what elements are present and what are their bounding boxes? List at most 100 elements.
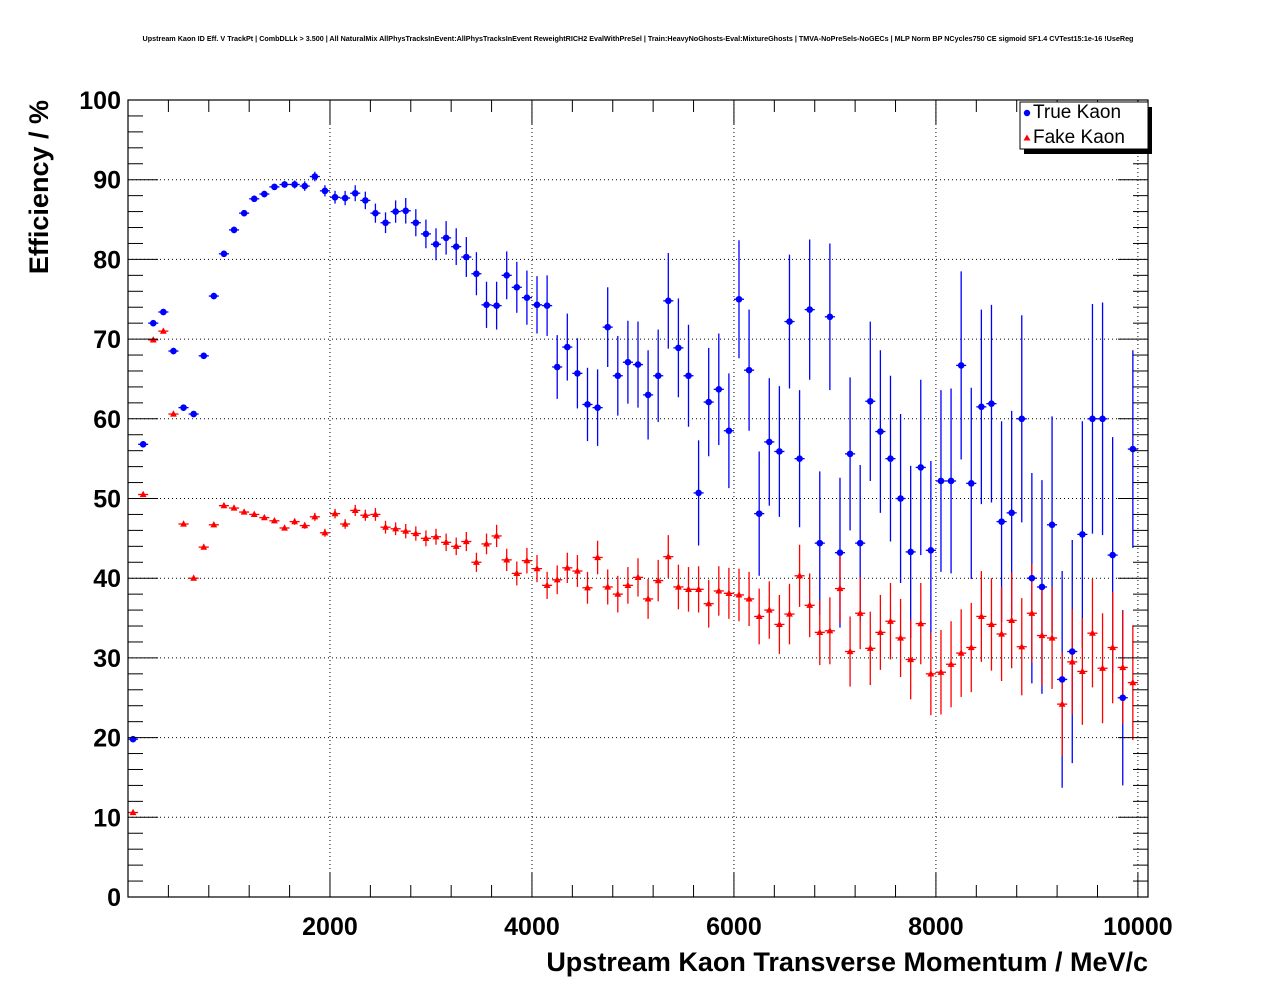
fake-kaon-point: [624, 581, 632, 588]
fake-kaon-point: [483, 540, 490, 547]
fake-kaon-point: [452, 542, 460, 549]
true-kaon-point: [624, 358, 632, 366]
true-kaon-point: [1068, 648, 1076, 655]
true-kaon-point: [654, 372, 662, 380]
true-kaon-point: [735, 295, 743, 303]
fake-kaon-point: [402, 527, 410, 534]
axes: 0 10 20 30 40 50 60 70 80 90 100 2000 4000 6000 8000 10…: [79, 87, 1172, 941]
true-kaon-point: [947, 477, 955, 485]
fake-kaon-point: [281, 524, 288, 531]
true-kaon-point: [1079, 531, 1086, 538]
y-tick-label: 80: [93, 246, 121, 274]
true-kaon-point: [362, 197, 369, 204]
chart-title: Upstream Kaon ID Eff. V TrackPt | CombDL…: [142, 34, 1134, 43]
true-kaon-point: [907, 548, 914, 556]
fake-kaon-point: [351, 506, 359, 514]
fake-kaon-point: [291, 517, 299, 525]
x-tick-label: 10000: [1103, 913, 1173, 941]
fake-kaon-point: [210, 521, 218, 528]
true-kaon-point: [452, 243, 460, 250]
true-kaon-point: [846, 450, 854, 458]
true-kaon-point: [473, 270, 480, 278]
fake-kaon-point: [685, 585, 692, 592]
fake-kaon-point: [1018, 642, 1026, 650]
true-kaon-point: [877, 428, 884, 435]
true-kaon-point: [442, 234, 450, 242]
true-kaon-point: [139, 441, 147, 448]
true-kaon-point: [644, 391, 652, 399]
fake-kaon-point: [917, 619, 925, 627]
legend: True Kaon Fake Kaon: [1019, 101, 1152, 154]
legend-label-true-kaon: True Kaon: [1033, 102, 1121, 123]
true-kaon-point: [564, 343, 571, 351]
fake-kaon-point: [422, 534, 430, 541]
fake-kaon-point: [654, 576, 662, 584]
true-kaon-point: [220, 250, 228, 258]
true-kaon-point: [170, 347, 177, 355]
true-kaon-point: [190, 410, 197, 418]
data-markers: [129, 173, 1137, 816]
error-bars: [128, 171, 1138, 815]
true-kaon-point: [1129, 445, 1137, 453]
fake-kaon-point: [674, 583, 682, 590]
true-kaon-point: [513, 283, 521, 291]
fake-kaon-point: [876, 628, 884, 635]
x-tick-label: 2000: [302, 913, 358, 941]
fake-kaon-point: [806, 601, 814, 608]
true-kaon-point: [988, 400, 995, 407]
true-kaon-point: [765, 438, 773, 446]
fake-kaon-point: [715, 587, 723, 594]
y-tick-label: 60: [93, 406, 121, 434]
true-kaon-point: [1089, 415, 1096, 423]
true-kaon-point: [957, 362, 965, 369]
fake-kaon-point: [563, 564, 571, 571]
y-axis-label: Efficiency / %: [24, 100, 54, 274]
true-kaon-point: [664, 297, 672, 305]
fake-kaon-point: [796, 572, 803, 579]
fake-kaon-point: [321, 528, 329, 536]
fake-kaon-point: [664, 552, 672, 560]
fake-kaon-point: [240, 508, 248, 515]
true-kaon-point: [261, 190, 268, 198]
fake-kaon-point: [271, 517, 278, 524]
fake-kaon-point: [1089, 629, 1096, 636]
true-kaon-point: [917, 464, 925, 471]
y-tick-label: 100: [79, 87, 121, 115]
y-tick-label: 0: [107, 884, 121, 912]
true-kaon-point: [230, 226, 238, 234]
true-kaon-point: [897, 495, 904, 502]
fake-kaon-point: [1038, 631, 1046, 639]
fake-kaon-point: [180, 520, 187, 527]
fake-kaon-point: [856, 609, 864, 616]
fake-kaon-point: [372, 510, 379, 518]
y-tick-label: 40: [93, 565, 121, 593]
fake-kaon-point: [159, 327, 167, 334]
fake-kaon-point: [998, 630, 1005, 637]
true-kaon-point: [776, 448, 783, 455]
fake-kaon-point: [866, 644, 874, 651]
true-kaon-point: [695, 489, 702, 497]
fake-kaon-point: [786, 610, 793, 617]
legend-marker-true-kaon: [1023, 109, 1031, 117]
true-kaon-point: [240, 209, 248, 217]
x-tick-label: 4000: [504, 913, 560, 941]
fake-kaon-point: [361, 511, 369, 518]
y-tick-label: 20: [93, 725, 121, 753]
fake-kaon-point: [614, 590, 622, 597]
x-tick-label: 6000: [706, 913, 762, 941]
true-kaon-point: [998, 518, 1005, 525]
true-kaon-point: [856, 539, 864, 547]
fake-kaon-point: [937, 668, 945, 675]
fake-kaon-point: [493, 532, 501, 539]
true-kaon-point: [634, 361, 642, 368]
true-kaon-point: [816, 539, 824, 547]
fake-kaon-point: [341, 520, 349, 527]
true-kaon-point: [311, 173, 319, 180]
true-kaon-point: [200, 352, 208, 360]
fake-kaon-point: [442, 538, 450, 545]
true-kaon-point: [160, 308, 167, 316]
grid: [128, 99, 1148, 898]
true-kaon-point: [675, 344, 682, 352]
true-kaon-point: [149, 319, 157, 327]
true-kaon-point: [826, 313, 834, 321]
